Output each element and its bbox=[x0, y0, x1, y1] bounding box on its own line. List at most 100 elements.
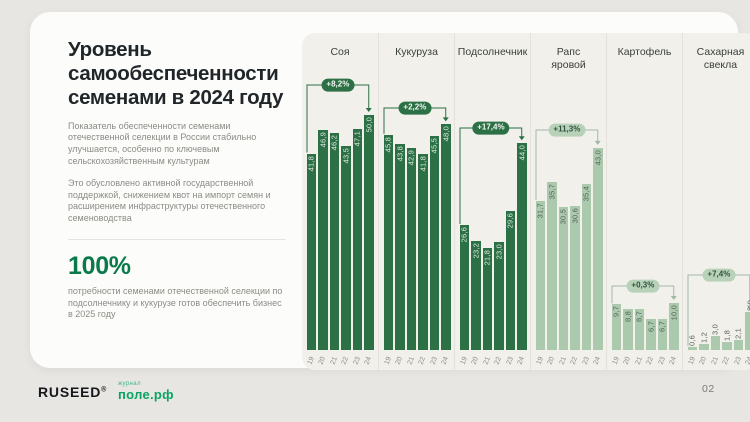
bar-value-label: 9,7 bbox=[611, 306, 621, 318]
bar-corn-2020: 43,8 bbox=[395, 144, 405, 350]
bar-rapeseed-2020: 35,7 bbox=[547, 182, 557, 350]
bar-potato-2022: 6,7 bbox=[646, 318, 656, 350]
intro-paragraph: Показатель обеспеченности семенами отече… bbox=[68, 120, 257, 166]
bar-soy-2020: 46,9 bbox=[318, 129, 328, 350]
bar-sugar-beet-2019: 0,6 bbox=[687, 335, 697, 350]
change-badge: +17,4% bbox=[472, 121, 510, 135]
bar-value-label: 8,8 bbox=[623, 310, 633, 322]
bar-soy-2022: 43,5 bbox=[341, 145, 351, 350]
bar-value-label: 43,8 bbox=[395, 146, 405, 162]
chart-group-potato: Картофель 9,7 8,8 8,7 6,7 6,7 10,0 +0,3% 19 20 21 2… bbox=[606, 33, 682, 370]
year-axis: 19 20 21 22 23 24 bbox=[306, 354, 374, 368]
bar-soy-2021: 46,2 bbox=[329, 132, 339, 350]
content-card: Уровень самообеспеченности семенами в 20… bbox=[30, 12, 750, 370]
chart-group-title: Подсолнечник bbox=[457, 46, 528, 58]
bar-corn-2021: 42,9 bbox=[406, 148, 416, 350]
bar-sunflower-2021: 21,8 bbox=[482, 247, 492, 350]
arrow-down-icon bbox=[594, 140, 601, 145]
bar-potato-2021: 8,7 bbox=[634, 309, 644, 350]
bar-rapeseed-2022: 30,6 bbox=[570, 206, 580, 350]
bar-value-label: 8,0 bbox=[745, 300, 750, 312]
journal-label: журнал bbox=[118, 381, 141, 387]
bar-value-label: 0,6 bbox=[687, 335, 697, 347]
bar-value-label: 45,8 bbox=[383, 136, 393, 153]
bar-sunflower-2022: 23,0 bbox=[494, 241, 504, 350]
bar-sugar-beet-2024: 8,0 bbox=[745, 300, 750, 350]
stat-text: потребности семенами отечественной селек… bbox=[68, 286, 283, 320]
chart-panel: Соя 41,8 46,9 46,2 43,5 47,1 50,0 +8,2% 19 20 21 22… bbox=[302, 33, 750, 370]
stat-value: 100% bbox=[68, 252, 131, 281]
chart-group-soy: Соя 41,8 46,9 46,2 43,5 47,1 50,0 +8,2% 19 20 21 22… bbox=[302, 33, 378, 370]
bar-value-label: 10,0 bbox=[669, 305, 679, 321]
bar-value-label: 43,5 bbox=[341, 147, 351, 163]
left-panel: Уровень самообеспеченности семенами в 20… bbox=[68, 38, 286, 321]
bar-value-label: 41,8 bbox=[306, 155, 316, 171]
bar-value-label: 6,7 bbox=[657, 320, 667, 332]
chart-group-title: Соя bbox=[330, 46, 350, 58]
change-badge: +8,2% bbox=[321, 78, 355, 92]
bar-potato-2019: 9,7 bbox=[611, 304, 621, 350]
bar-value-label: 47,1 bbox=[352, 130, 362, 147]
chart-group-sugar-beet: Сахарная свекла 0,6 1,2 3,0 1,8 2,1 8,0 +7,4% 19… bbox=[682, 33, 750, 370]
chart-group-sunflower: Подсолнечник 26,6 23,2 21,8 23,0 29,6 44,0 +17,… bbox=[454, 33, 530, 370]
bar-corn-2024: 48,0 bbox=[441, 124, 451, 350]
section-divider bbox=[68, 239, 286, 241]
year-axis: 19 20 21 22 23 24 bbox=[459, 354, 527, 368]
bar-value-label: 1,2 bbox=[699, 332, 709, 344]
page-number: 02 bbox=[702, 383, 715, 395]
bar-group: 31,7 35,7 30,5 30,6 35,4 43,0 bbox=[535, 147, 603, 350]
page-title: Уровень самообеспеченности семенами в 20… bbox=[68, 38, 284, 109]
bar-value-label: 6,7 bbox=[646, 320, 656, 332]
bar-value-label: 8,7 bbox=[634, 311, 644, 323]
bar-group: 45,8 43,8 42,9 41,8 45,5 48,0 bbox=[383, 124, 451, 350]
bar-corn-2022: 41,8 bbox=[418, 153, 428, 350]
bar-value-label: 21,8 bbox=[482, 249, 492, 265]
bar-potato-2023: 6,7 bbox=[657, 318, 667, 350]
bar-value-label: 35,7 bbox=[547, 184, 557, 200]
bar-sugar-beet-2023: 2,1 bbox=[733, 328, 743, 350]
bar-sugar-beet-2020: 1,2 bbox=[699, 332, 709, 350]
bar-value-label: 44,0 bbox=[517, 145, 527, 161]
arrow-down-icon bbox=[518, 136, 525, 141]
arrow-down-icon bbox=[442, 117, 449, 122]
bar-value-label: 43,0 bbox=[593, 149, 603, 166]
chart-group-title: Сахарная свекла bbox=[696, 46, 745, 72]
bar-rapeseed-2024: 43,0 bbox=[593, 147, 603, 350]
bar-value-label: 26,6 bbox=[459, 226, 469, 243]
bar-value-label: 29,6 bbox=[505, 212, 515, 229]
bar-group: 9,7 8,8 8,7 6,7 6,7 10,0 bbox=[611, 303, 679, 350]
bar-value-label: 45,5 bbox=[429, 138, 439, 154]
bar-sunflower-2023: 29,6 bbox=[505, 210, 515, 350]
chart-group-title: Кукуруза bbox=[395, 46, 438, 58]
bar-group: 0,6 1,2 3,0 1,8 2,1 8,0 bbox=[687, 300, 750, 350]
bar-potato-2020: 8,8 bbox=[623, 308, 633, 350]
pole-rf-logo: журнал поле.рф bbox=[118, 381, 174, 401]
bar-group: 41,8 46,9 46,2 43,5 47,1 50,0 bbox=[306, 115, 374, 350]
bar-value-label: 30,5 bbox=[558, 208, 568, 225]
year-axis: 19 20 21 22 23 24 bbox=[687, 354, 750, 368]
bar-value-label: 48,0 bbox=[441, 126, 451, 142]
chart-group-corn: Кукуруза 45,8 43,8 42,9 41,8 45,5 48,0 +2,2% 19 2… bbox=[378, 33, 454, 370]
year-axis: 19 20 21 22 23 24 bbox=[535, 354, 603, 368]
bar-corn-2019: 45,8 bbox=[383, 134, 393, 350]
change-badge: +2,2% bbox=[398, 101, 432, 115]
bar-value-label: 46,9 bbox=[318, 131, 328, 147]
bar-corn-2023: 45,5 bbox=[429, 136, 439, 350]
bar-sunflower-2024: 44,0 bbox=[517, 143, 527, 350]
bar-value-label: 35,4 bbox=[581, 185, 591, 202]
chart-group-title: Рапс яровой bbox=[551, 46, 586, 72]
bar-rapeseed-2021: 30,5 bbox=[558, 206, 568, 350]
bar-value-label: 2,1 bbox=[733, 328, 743, 340]
bar-rapeseed-2019: 31,7 bbox=[535, 201, 545, 350]
explanation-paragraph: Это обусловлено активной государственной… bbox=[68, 178, 271, 223]
arrow-down-icon bbox=[365, 108, 372, 112]
change-badge: +0,3% bbox=[626, 279, 660, 293]
bar-value-label: 30,6 bbox=[570, 208, 580, 224]
bar-value-label: 50,0 bbox=[364, 117, 374, 133]
bar-potato-2024: 10,0 bbox=[669, 303, 679, 350]
bar-group: 26,6 23,2 21,8 23,0 29,6 44,0 bbox=[459, 143, 527, 350]
change-badge: +11,3% bbox=[548, 123, 586, 137]
bar-soy-2024: 50,0 bbox=[364, 115, 374, 350]
bar-value-label: 3,0 bbox=[710, 323, 720, 335]
ruseed-logo-text: RUSEED bbox=[38, 384, 102, 400]
